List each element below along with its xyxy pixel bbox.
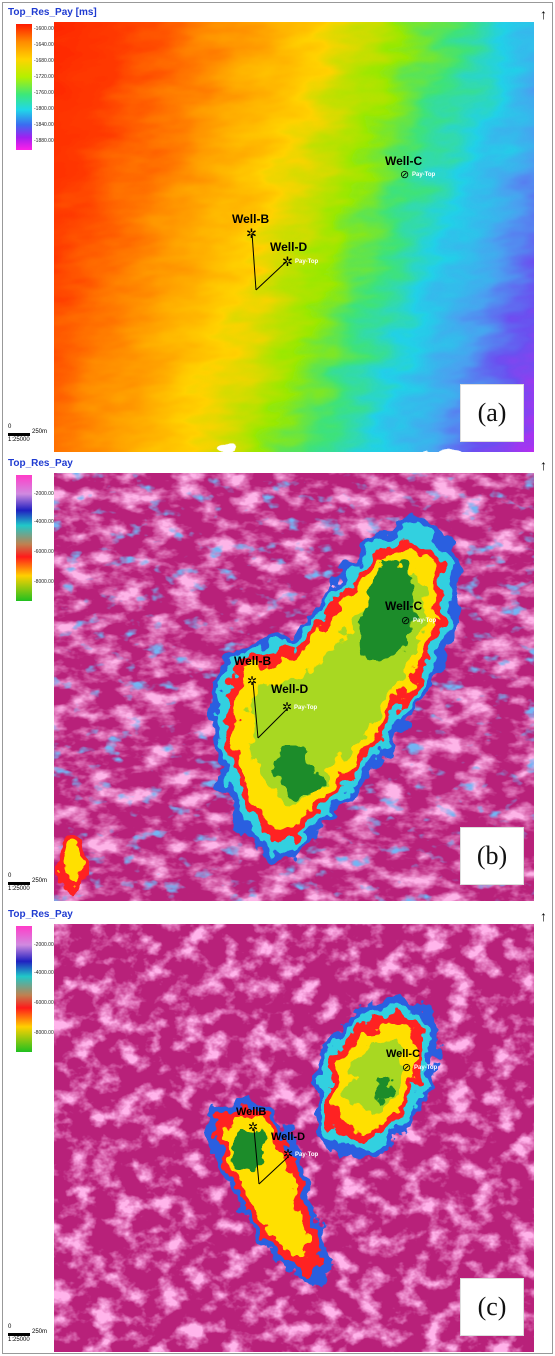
scale-bar: 0 250m 1:25000	[8, 873, 47, 892]
legend-color-ramp	[16, 24, 32, 150]
scale-zero: 0	[8, 873, 12, 879]
panel-c: Top_Res_Pay ↑ -2000.00 -4000.00 -6000.00…	[4, 906, 550, 1352]
scale-bar: 0 250m 1:25000	[8, 1324, 47, 1343]
scale-bar: 0 250m 1:25000	[8, 424, 47, 443]
well-trajectory-b-d	[253, 1128, 289, 1185]
well-c: Well-C	[385, 597, 422, 615]
scale-ratio: 1:25000	[8, 1337, 30, 1343]
well-b: WellB	[236, 1102, 266, 1120]
well-label: Well-B	[234, 654, 272, 668]
legend-color-ramp	[16, 926, 32, 1052]
legend-tick: -6000.00	[34, 1000, 54, 1006]
scale-zero: 0	[8, 424, 12, 430]
legend-tick: -1880.00	[34, 138, 54, 144]
well-d-symbol-icon: ✲	[282, 254, 293, 269]
time-structure-map	[4, 4, 550, 452]
scale-ratio: 1:25000	[8, 437, 30, 443]
scale-bar-graphic	[8, 1333, 30, 1336]
legend-tick: -4000.00	[34, 970, 54, 976]
scale-distance: 250m	[32, 1329, 48, 1335]
panel-label: (c)	[460, 1278, 524, 1336]
legend-tick: -2000.00	[34, 491, 54, 497]
north-arrow-icon: ↑	[540, 6, 547, 22]
well-c-marker: Pay-Top	[414, 1065, 438, 1071]
well-b-symbol-icon: ✲	[246, 226, 257, 241]
well-b: Well-B	[234, 652, 271, 670]
scale-ratio: 1:25000	[8, 886, 30, 892]
legend-tick: -1840.00	[34, 122, 54, 128]
legend-color-ramp	[16, 475, 32, 601]
well-d: Well-D	[271, 680, 308, 698]
attribute-map	[4, 906, 550, 1352]
map-title: Top_Res_Pay	[8, 458, 73, 469]
well-label: Well-C	[386, 1048, 421, 1060]
scale-distance: 250m	[32, 429, 48, 435]
well-label: Well-D	[271, 682, 309, 696]
well-c: Well-C	[385, 152, 422, 170]
scale-distance: 250m	[32, 878, 48, 884]
well-d-symbol-icon: ✲	[283, 1147, 294, 1161]
legend-tick: -6000.00	[34, 549, 54, 555]
legend-tick: -1720.00	[34, 74, 54, 80]
well-c: Well-C	[386, 1044, 420, 1062]
well-b-symbol-icon: ✲	[248, 1120, 259, 1134]
well-trajectory-b-d	[252, 681, 288, 739]
well-trajectory-b-d	[251, 232, 288, 291]
panel-label: (a)	[460, 384, 524, 442]
well-d-marker: Pay-Top	[295, 1152, 319, 1158]
legend-tick: -1680.00	[34, 58, 54, 64]
well-label: Well-D	[270, 240, 308, 254]
well-c-marker: Pay-Top	[412, 172, 436, 178]
well-label: Well-D	[271, 1131, 306, 1143]
attribute-map	[4, 455, 550, 901]
well-d-marker: Pay-Top	[294, 705, 318, 711]
map-title: Top_Res_Pay	[8, 909, 73, 920]
well-c-symbol-icon: ⊘	[402, 1062, 412, 1074]
scale-bar-graphic	[8, 433, 30, 436]
well-label: Well-C	[385, 154, 423, 168]
well-d: Well-D	[270, 238, 307, 256]
scale-bar-graphic	[8, 882, 30, 885]
well-c-marker: Pay-Top	[413, 618, 437, 624]
legend-tick: -1760.00	[34, 90, 54, 96]
scale-zero: 0	[8, 1324, 12, 1330]
legend-tick: -2000.00	[34, 942, 54, 948]
well-label: WellB	[236, 1106, 267, 1118]
well-d-symbol-icon: ✲	[282, 700, 293, 714]
panel-label: (b)	[460, 827, 524, 885]
panel-b: Top_Res_Pay ↑ -2000.00 -4000.00 -6000.00…	[4, 455, 550, 901]
well-label: Well-B	[232, 212, 270, 226]
legend-tick: -1600.00	[34, 26, 54, 32]
north-arrow-icon: ↑	[540, 908, 547, 924]
well-d-marker: Pay-Top	[295, 259, 319, 265]
legend-tick: -1800.00	[34, 106, 54, 112]
legend-tick: -4000.00	[34, 519, 54, 525]
map-title: Top_Res_Pay [ms]	[8, 7, 97, 18]
well-b-symbol-icon: ✲	[247, 674, 258, 688]
well-c-symbol-icon: ⊘	[400, 169, 410, 181]
panel-a: Top_Res_Pay [ms] ↑ -1600.00 -1640.00 -16…	[4, 4, 550, 452]
well-d: Well-D	[271, 1127, 305, 1145]
legend-tick: -8000.00	[34, 579, 54, 585]
well-c-symbol-icon: ⊘	[401, 615, 411, 627]
well-b: Well-B	[232, 210, 269, 228]
north-arrow-icon: ↑	[540, 457, 547, 473]
legend-tick: -8000.00	[34, 1030, 54, 1036]
legend-tick: -1640.00	[34, 42, 54, 48]
well-label: Well-C	[385, 599, 423, 613]
